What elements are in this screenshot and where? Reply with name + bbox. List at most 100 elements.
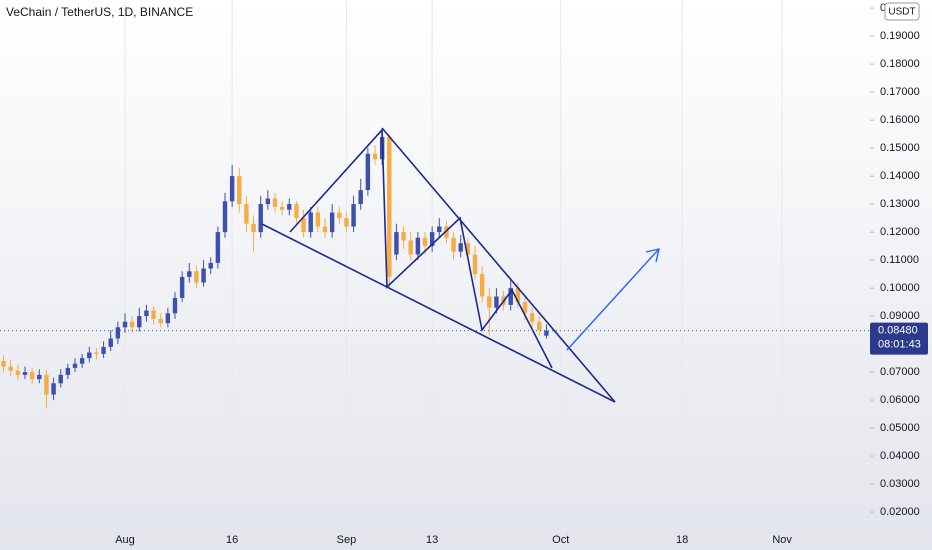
x-tick-label: Aug [115, 534, 135, 546]
y-tick-label: 0.07000 [880, 366, 920, 378]
candle-body [51, 383, 56, 395]
candle-body [1, 360, 6, 367]
candle-body [251, 223, 256, 233]
last-price-label: 0.08480 [878, 325, 918, 337]
candle-body [272, 198, 278, 207]
candle-body [165, 313, 171, 324]
x-tick-label: Sep [337, 534, 357, 546]
candle-body [22, 372, 28, 375]
candle-body [387, 136, 392, 277]
grid [124, 0, 783, 530]
candle-body [194, 271, 199, 283]
candle-body [508, 288, 513, 305]
candle-body [451, 237, 456, 252]
candle-body [208, 262, 213, 269]
candle-body [294, 204, 299, 219]
candle-body [522, 302, 528, 314]
candle-body [37, 374, 42, 380]
drawing-pattern [261, 127, 660, 403]
candle-body [101, 346, 106, 354]
candle-body [337, 212, 342, 219]
candle-body [344, 218, 349, 227]
x-tick-label: 18 [676, 534, 688, 546]
candle-body [308, 212, 313, 233]
candle-body [358, 190, 363, 205]
candle-body [515, 288, 521, 303]
y-tick-label: 0.17000 [880, 86, 920, 98]
y-tick-label: 0.18000 [880, 58, 920, 70]
y-tick-label: 0.02000 [880, 506, 920, 518]
candle-body [394, 232, 399, 255]
candle-body [351, 204, 356, 227]
candle-body [187, 271, 192, 277]
candle-body [179, 276, 185, 298]
candle-body [79, 358, 85, 364]
y-tick-label: 0.12000 [880, 226, 920, 238]
wedge-lower-line [261, 223, 616, 403]
x-tick-label: 13 [426, 534, 438, 546]
candle-body [301, 218, 306, 233]
wedge-upper-line [381, 127, 616, 403]
candle-body [415, 237, 421, 255]
candle-body [229, 176, 235, 202]
candle-body [422, 237, 428, 247]
candle-body [494, 296, 499, 308]
candle-body [29, 372, 35, 380]
y-tick-label: 0.16000 [880, 114, 920, 126]
candle-body [44, 374, 49, 395]
candle-body [487, 296, 492, 308]
y-tick-label: 0.19000 [880, 30, 920, 42]
arrow-head [645, 248, 660, 263]
candle-body [322, 226, 328, 233]
candle-body [94, 352, 99, 354]
candle-body [465, 243, 471, 255]
y-tick-label: 0.11000 [880, 254, 919, 266]
x-tick-label: Oct [552, 534, 569, 546]
y-tick-label: 0.14000 [880, 170, 920, 182]
candle-body [15, 370, 21, 375]
candle-body [244, 204, 249, 224]
candle-body [144, 310, 149, 317]
breakout-arrow [566, 249, 659, 351]
candle-body [122, 321, 128, 328]
candle-body [137, 316, 142, 328]
chart-title: VeChain / TetherUS, 1D, BINANCE [6, 5, 193, 19]
candle-body [458, 243, 463, 252]
y-tick-label: 0.06000 [880, 394, 920, 406]
x-tick-label: 16 [226, 534, 238, 546]
candle-body [537, 321, 542, 331]
candle-body [108, 338, 113, 347]
y-tick-label: 0.05000 [880, 422, 920, 434]
candles [1, 131, 549, 409]
y-tick-label: 0.10000 [880, 282, 920, 294]
candle-body [472, 254, 478, 275]
candle-body [158, 318, 163, 324]
candle-body [265, 198, 271, 205]
countdown-label: 08:01:43 [878, 339, 921, 351]
candle-body [129, 321, 135, 328]
candle-body [58, 374, 63, 384]
currency-badge[interactable] [884, 2, 920, 21]
candle-body [8, 366, 13, 371]
currency-label: USDT [888, 7, 915, 18]
candle-body [365, 153, 371, 191]
candle-body [201, 268, 206, 283]
candle-body [279, 206, 285, 210]
y-tick-label: 0.04000 [880, 450, 920, 462]
y-tick-label: 0.03000 [880, 478, 920, 490]
candle-body [258, 204, 263, 233]
candle-body [151, 310, 156, 319]
candle-body [222, 201, 228, 233]
candle-body [87, 352, 92, 359]
candle-body [72, 363, 78, 368]
candle-body [408, 240, 413, 255]
candle-body [401, 232, 406, 241]
candle-body [437, 226, 442, 233]
candle-body [237, 176, 242, 205]
candle-body [172, 297, 178, 314]
candle-body [544, 330, 549, 336]
